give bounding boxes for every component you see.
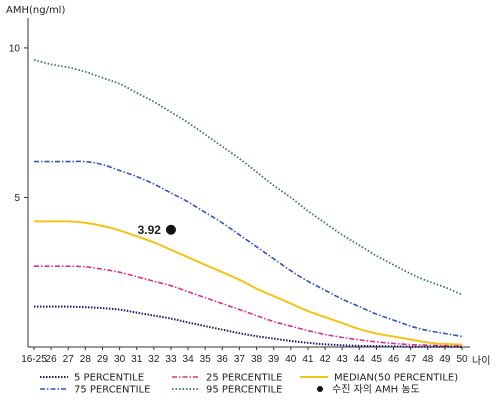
- x-tick-label: 44: [354, 354, 366, 365]
- axes: AMH(ng/ml) 나이: [6, 5, 490, 367]
- legend-label-p5: 5 PERCENTILE: [74, 373, 144, 384]
- x-tick-label: 26: [46, 354, 58, 365]
- x-tick-label: 27: [63, 354, 75, 365]
- x-tick-label: 28: [80, 354, 92, 365]
- series-line-p50: [33, 220, 463, 346]
- series-line-p75: [34, 160, 463, 338]
- x-tick-label: 16-25: [21, 354, 47, 365]
- x-tick-label: 46: [388, 354, 400, 365]
- x-tick-label: 45: [371, 354, 383, 365]
- legend-label-marker: 수진 자의 AMH 농도: [332, 384, 420, 396]
- legend-label-p75: 75 PERCENTILE: [74, 385, 150, 396]
- x-tick-label: 30: [114, 354, 126, 365]
- series-line-p25: [34, 265, 463, 347]
- marker-label: 3.92: [138, 223, 162, 237]
- x-tick-label: 50: [456, 354, 468, 365]
- x-tick-label: 48: [422, 354, 434, 365]
- x-tick-label: 41: [302, 354, 314, 365]
- x-tick-label: 32: [148, 354, 160, 365]
- y-ticks: 5 10: [9, 43, 28, 204]
- legend: 5 PERCENTILE 25 PERCENTILE MEDIAN(50 PERCE…: [40, 373, 458, 396]
- y-tick-label: 5: [14, 193, 20, 204]
- x-tick-label: 29: [97, 354, 109, 365]
- y-tick-label: 10: [9, 43, 21, 54]
- marker-point: [165, 224, 176, 235]
- x-tick-label: 31: [131, 354, 143, 365]
- x-tick-label: 37: [234, 354, 246, 365]
- x-tick-label: 36: [217, 354, 229, 365]
- series-layer: [33, 59, 463, 348]
- x-tick-label: 49: [439, 354, 451, 365]
- legend-label-p95: 95 PERCENTILE: [206, 385, 282, 396]
- series-line-p5: [34, 305, 463, 348]
- x-tick-label: 40: [285, 354, 297, 365]
- x-tick-label: 43: [337, 354, 349, 365]
- x-tick-label: 47: [405, 354, 417, 365]
- y-axis-title: AMH(ng/ml): [6, 5, 65, 16]
- legend-label-p50: MEDIAN(50 PERCENTILE): [334, 373, 458, 384]
- x-tick-label: 42: [319, 354, 331, 365]
- x-tick-label: 33: [165, 354, 177, 365]
- x-tick-label: 38: [251, 354, 263, 365]
- series-line-p95: [33, 59, 463, 296]
- legend-label-p25: 25 PERCENTILE: [206, 373, 282, 384]
- marker-layer: 3.92: [138, 223, 176, 237]
- x-tick-label: 34: [183, 354, 195, 365]
- x-tick-label: 35: [200, 354, 212, 365]
- x-tick-label: 39: [268, 354, 280, 365]
- legend-swatch-marker: [317, 386, 323, 392]
- x-axis-title: 나이: [472, 355, 490, 367]
